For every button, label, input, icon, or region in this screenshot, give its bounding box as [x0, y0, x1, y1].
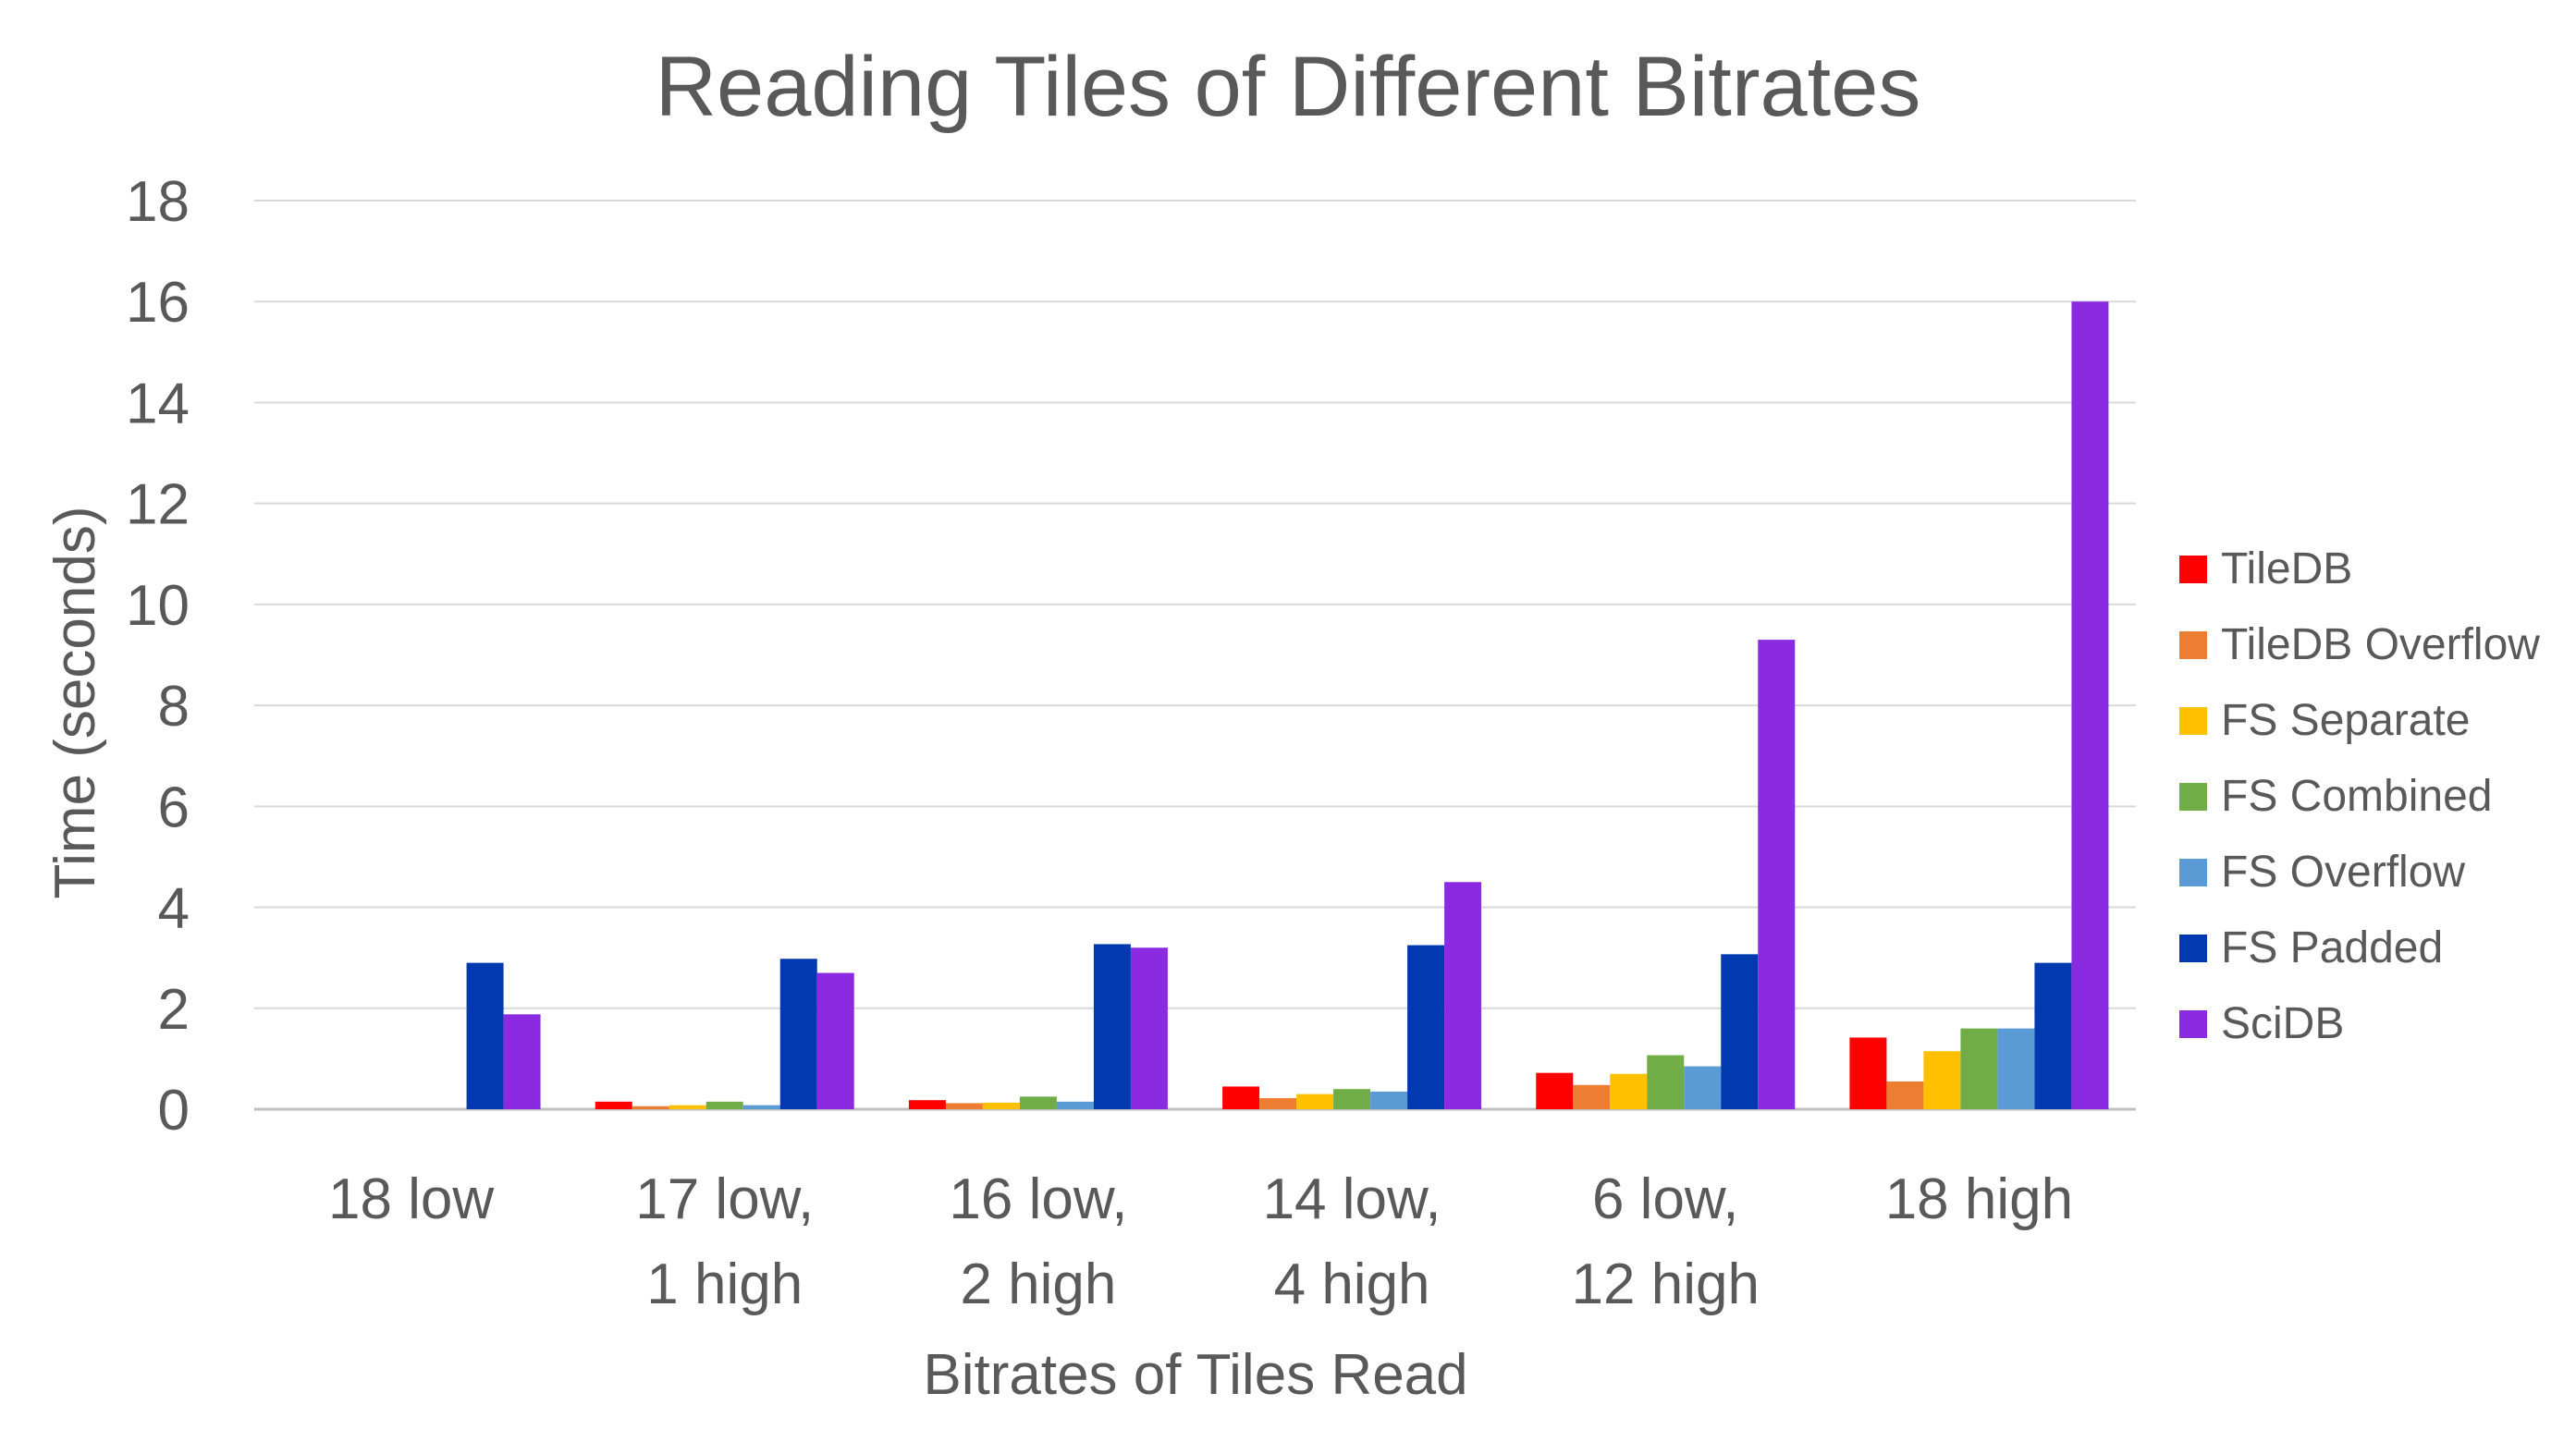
bar-fs-overflow [1370, 1091, 1408, 1109]
bar-fs-separate [1610, 1073, 1648, 1109]
y-tick-label: 6 [158, 776, 190, 839]
x-tick-label: 6 low, [1592, 1167, 1739, 1231]
legend: TileDB TileDB Overflow FS Separate FS Combi… [2179, 544, 2540, 1048]
x-tick-label: 18 low [328, 1167, 494, 1231]
x-axis-label: Bitrates of Tiles Read [923, 1343, 1467, 1407]
bar-fs-separate [982, 1102, 1020, 1109]
x-tick-label: 4 high [1274, 1253, 1430, 1316]
x-tick-label: 1 high [646, 1253, 803, 1316]
x-tick-label: 2 high [960, 1253, 1116, 1316]
bar-tiledb-overflow [1886, 1081, 1924, 1109]
legend-label: TileDB Overflow [2221, 620, 2540, 669]
x-tick-label: 12 high [1572, 1253, 1760, 1316]
y-axis-ticks: 0 2 4 6 8 10 12 14 16 18 [126, 170, 190, 1143]
y-tick-label: 14 [126, 372, 190, 435]
y-tick-label: 16 [126, 271, 190, 335]
legend-swatch [2179, 935, 2207, 962]
x-tick-label: 17 low, [635, 1167, 814, 1231]
y-tick-label: 12 [126, 473, 190, 537]
x-axis-ticks: 18 low 17 low, 1 high 16 low, 2 high 14 low, 4… [328, 1167, 2073, 1316]
y-tick-label: 18 [126, 170, 190, 234]
bar-fs-overflow [1997, 1028, 2035, 1109]
y-axis-label: Time (seconds) [43, 507, 107, 899]
bar-fs-overflow [742, 1105, 780, 1109]
legend-label: FS Combined [2221, 772, 2492, 821]
chart-title: Reading Tiles of Different Bitrates [656, 40, 1921, 134]
legend-swatch [2179, 783, 2207, 811]
legend-swatch [2179, 707, 2207, 735]
bar-fs-padded [1407, 945, 1445, 1109]
y-tick-label: 0 [158, 1079, 190, 1143]
legend-swatch [2179, 631, 2207, 659]
bar-tiledb [908, 1100, 946, 1109]
legend-swatch [2179, 859, 2207, 886]
bar-fs-combined [1333, 1089, 1371, 1109]
legend-swatch [2179, 556, 2207, 583]
legend-swatch [2179, 1010, 2207, 1038]
bar-fs-combined [1647, 1055, 1685, 1109]
bar-tiledb-overflow [1259, 1097, 1297, 1109]
bar-fs-padded [779, 959, 817, 1109]
bar-scidb [1444, 882, 1482, 1109]
bar-fs-padded [2034, 962, 2072, 1109]
bar-fs-combined [1019, 1096, 1057, 1109]
legend-label: FS Separate [2221, 696, 2470, 745]
bar-tiledb [1222, 1086, 1260, 1109]
bar-scidb [1130, 947, 1168, 1109]
bar-tiledb [1849, 1037, 1887, 1109]
legend-label: FS Padded [2221, 923, 2443, 972]
x-tick-label: 14 low, [1263, 1167, 1441, 1231]
bar-scidb [1758, 640, 1796, 1109]
bar-scidb [503, 1014, 541, 1109]
x-tick-label: 18 high [1885, 1167, 2073, 1231]
bar-fs-padded [466, 962, 504, 1109]
y-tick-label: 4 [158, 877, 190, 941]
legend-label: FS Overflow [2221, 848, 2465, 897]
y-tick-label: 8 [158, 675, 190, 739]
bar-scidb [2071, 301, 2109, 1109]
x-tick-label: 16 low, [949, 1167, 1127, 1231]
bar-fs-separate [669, 1105, 706, 1109]
bar-fs-padded [1721, 954, 1759, 1109]
legend-label: TileDB [2221, 544, 2352, 593]
y-tick-label: 10 [126, 574, 190, 638]
bar-fs-overflow [1056, 1101, 1094, 1109]
legend-label: SciDB [2221, 999, 2344, 1048]
bar-fs-padded [1093, 944, 1131, 1109]
bar-tiledb [595, 1101, 632, 1109]
bar-tiledb-overflow [1573, 1084, 1611, 1109]
bar-fs-overflow [1684, 1066, 1722, 1109]
bars [466, 301, 2109, 1109]
bar-tiledb-overflow [632, 1106, 669, 1109]
bar-tiledb-overflow [945, 1103, 983, 1109]
gridlines [254, 200, 2136, 1111]
bar-tiledb [1536, 1072, 1574, 1109]
bar-fs-combined [1960, 1028, 1998, 1109]
bar-fs-separate [1923, 1051, 1961, 1109]
bar-fs-combined [705, 1101, 743, 1109]
bar-scidb [816, 972, 854, 1109]
y-tick-label: 2 [158, 978, 190, 1042]
bar-fs-separate [1296, 1094, 1334, 1109]
